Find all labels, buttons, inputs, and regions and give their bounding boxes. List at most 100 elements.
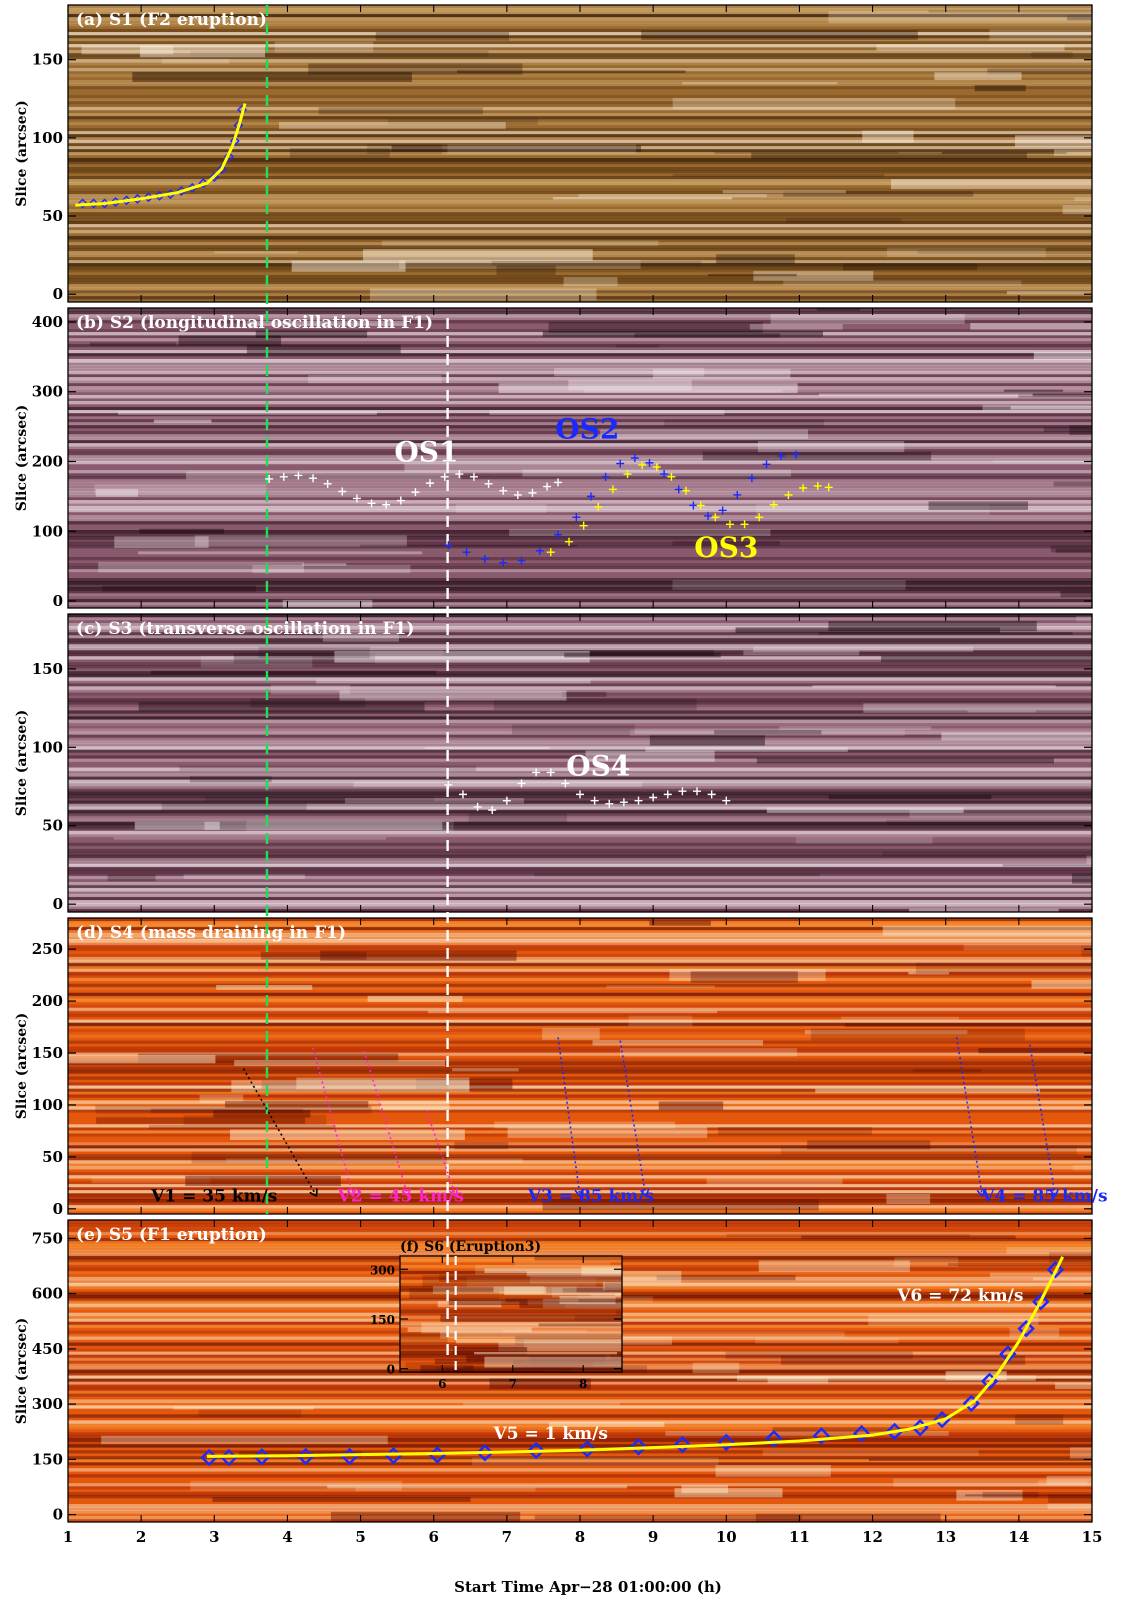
annotation: V6 = 72 km/s bbox=[896, 1286, 1023, 1306]
diamond-marker bbox=[216, 164, 227, 175]
diamond-marker bbox=[229, 136, 240, 146]
diamond-marker bbox=[1017, 1319, 1035, 1338]
diamond-marker bbox=[765, 1430, 783, 1448]
y-tick-label: 100 bbox=[32, 129, 63, 147]
plus-marker bbox=[294, 471, 303, 480]
diamond-marker bbox=[1032, 1293, 1050, 1311]
series-d-4 bbox=[557, 1037, 584, 1197]
panel-title: (c) S3 (transverse oscillation in F1) bbox=[76, 619, 414, 639]
y-axis-d: 0 50 100 150 200 250 bbox=[32, 940, 1092, 1218]
y-tick-label: 50 bbox=[42, 207, 63, 225]
arrow-head bbox=[574, 1188, 584, 1197]
plus-marker bbox=[565, 537, 574, 546]
y-tick-label: 250 bbox=[32, 940, 63, 958]
y-tick-label: 50 bbox=[42, 817, 63, 835]
plus-marker bbox=[576, 790, 584, 799]
y-tick-label: 300 bbox=[32, 383, 63, 401]
series-b-0 bbox=[265, 470, 563, 509]
plus-marker bbox=[535, 546, 544, 555]
arrow-head bbox=[309, 1188, 318, 1198]
plus-marker bbox=[473, 802, 482, 811]
y-tick-label: 750 bbox=[32, 1229, 63, 1247]
x-tick-label: 14 bbox=[1008, 1528, 1029, 1546]
y-tick-label: 150 bbox=[32, 1044, 63, 1062]
plus-marker bbox=[777, 451, 786, 460]
plus-marker bbox=[718, 506, 727, 515]
diamond-marker bbox=[198, 178, 209, 189]
y-tick-label: 200 bbox=[32, 992, 63, 1010]
plus-marker bbox=[799, 484, 808, 492]
fit-curve bbox=[206, 1256, 1065, 1458]
panel-frame bbox=[399, 1255, 623, 1373]
diamond-marker bbox=[852, 1424, 871, 1443]
plus-marker bbox=[608, 485, 617, 494]
plus-marker bbox=[543, 482, 552, 491]
plus-marker bbox=[352, 494, 361, 503]
annotation: V2 = 45 km/s bbox=[337, 1187, 464, 1207]
y-tick-label: 0 bbox=[53, 592, 63, 610]
plus-marker bbox=[561, 779, 570, 788]
plus-marker bbox=[601, 472, 610, 481]
plus-marker bbox=[590, 796, 599, 805]
y-tick-label: 150 bbox=[32, 1450, 63, 1468]
x-tick-label: 7 bbox=[509, 1377, 517, 1391]
x-axis: 1 2 3 4 5 6 7 8 9 10 11 12 13 14 15 bbox=[63, 1528, 1103, 1546]
plus-marker bbox=[693, 787, 702, 796]
plus-marker bbox=[616, 459, 625, 468]
plus-marker bbox=[824, 483, 833, 492]
annotation: OS3 bbox=[694, 531, 758, 564]
arrow-head bbox=[346, 1188, 357, 1197]
plus-marker bbox=[707, 790, 716, 799]
plus-marker bbox=[455, 470, 464, 479]
plus-marker bbox=[711, 513, 720, 522]
x-tick-label: 8 bbox=[579, 1377, 587, 1391]
plus-marker bbox=[649, 793, 658, 802]
plus-marker bbox=[674, 485, 683, 494]
diamond-marker bbox=[77, 198, 88, 209]
plus-marker bbox=[722, 796, 731, 805]
y-tick-label: 150 bbox=[32, 660, 63, 678]
x-tick-label: 1 bbox=[63, 1528, 73, 1546]
plus-marker bbox=[725, 520, 734, 529]
plus-marker bbox=[704, 511, 712, 520]
x-tick-label: 8 bbox=[575, 1528, 585, 1546]
x-tick-label: 6 bbox=[428, 1528, 438, 1546]
x-tick-label: 3 bbox=[209, 1528, 219, 1546]
y-axis-label: Slice (arcsec) bbox=[14, 1318, 30, 1425]
y-tick-label: 0 bbox=[53, 285, 63, 303]
annotation: V4 = 85 km/s bbox=[980, 1187, 1107, 1207]
plus-marker bbox=[411, 488, 420, 497]
diamond-marker bbox=[673, 1435, 692, 1454]
plus-marker bbox=[444, 780, 453, 789]
plus-marker bbox=[546, 548, 555, 557]
plus-marker bbox=[682, 486, 691, 495]
plus-marker bbox=[784, 490, 793, 499]
x-tick-label: 5 bbox=[355, 1528, 365, 1546]
diamond-marker bbox=[578, 1440, 597, 1458]
plus-marker bbox=[733, 490, 742, 499]
plus-marker bbox=[740, 520, 749, 529]
panel-title: (a) S1 (F2 eruption) bbox=[76, 10, 267, 30]
annotation: V5 = 1 km/s bbox=[493, 1424, 608, 1444]
annotation: OS4 bbox=[566, 750, 630, 783]
x-tick-label: 7 bbox=[502, 1528, 512, 1546]
plus-marker bbox=[645, 458, 654, 467]
y-axis-label: Slice (arcsec) bbox=[14, 100, 30, 207]
series-d-7 bbox=[1029, 1044, 1060, 1197]
plus-marker bbox=[605, 799, 614, 808]
y-tick-label: 300 bbox=[32, 1395, 63, 1413]
y-tick-label: 200 bbox=[32, 452, 63, 470]
plus-marker bbox=[426, 479, 435, 488]
plus-marker bbox=[586, 492, 595, 501]
x-tick-label: 13 bbox=[935, 1528, 956, 1546]
plus-marker bbox=[502, 796, 511, 805]
y-axis-b: 0 100 200 300 400 bbox=[32, 313, 1092, 610]
plus-marker bbox=[532, 768, 541, 777]
y-tick-label: 0 bbox=[53, 895, 63, 913]
panel-c: 0 50 100 150 Slice (arcsec) (c) S3 (transvers… bbox=[14, 613, 1093, 913]
draining-track bbox=[557, 1037, 581, 1197]
plus-marker bbox=[309, 474, 318, 483]
y-axis-a: 0 50 100 150 bbox=[32, 51, 1092, 303]
plus-marker bbox=[630, 454, 639, 462]
plus-marker bbox=[488, 806, 497, 815]
